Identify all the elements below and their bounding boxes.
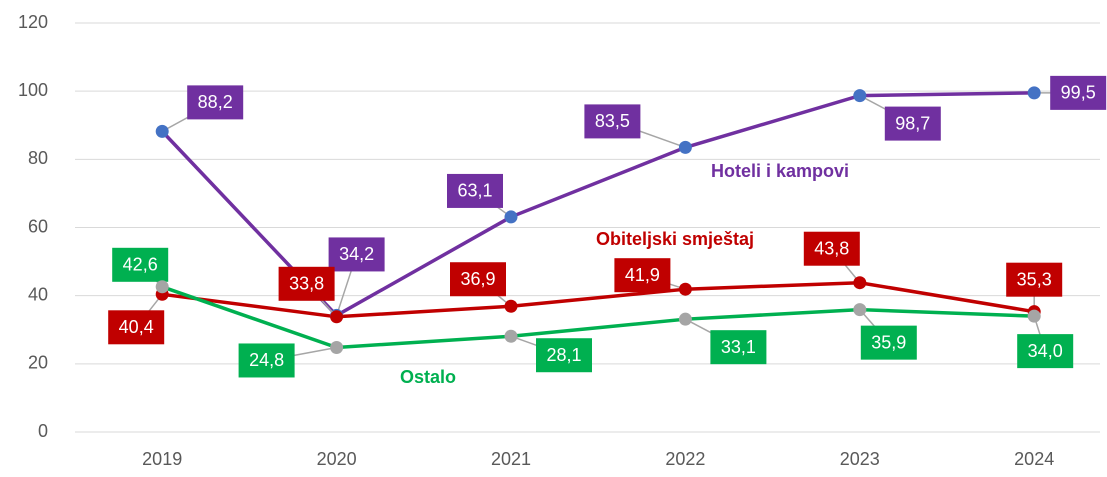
- x-tick-label: 2023: [840, 449, 880, 469]
- data-label: 43,8: [814, 238, 849, 258]
- data-label-box: [803, 231, 860, 266]
- data-label: 28,1: [546, 345, 581, 365]
- marker: [330, 340, 344, 354]
- data-label: 99,5: [1061, 83, 1096, 103]
- y-tick-label: 80: [28, 148, 48, 168]
- y-tick-label: 60: [28, 216, 48, 236]
- series-name: Hoteli i kampovi: [711, 161, 849, 181]
- marker: [678, 312, 692, 326]
- data-label-box: [1017, 334, 1074, 369]
- marker: [504, 210, 518, 224]
- x-tick-label: 2022: [665, 449, 705, 469]
- data-label: 40,4: [119, 317, 154, 337]
- data-label-box: [112, 247, 169, 282]
- data-label-box: [710, 330, 767, 365]
- y-tick-label: 120: [18, 12, 48, 32]
- marker: [504, 299, 518, 313]
- marker: [1027, 86, 1041, 100]
- marker: [155, 124, 169, 138]
- data-label-box: [108, 310, 165, 345]
- data-label: 41,9: [625, 265, 660, 285]
- marker: [504, 329, 518, 343]
- y-tick-label: 100: [18, 80, 48, 100]
- data-label-box: [536, 338, 592, 373]
- marker: [853, 276, 867, 290]
- data-label: 35,3: [1017, 269, 1052, 289]
- data-label: 36,9: [460, 269, 495, 289]
- marker: [678, 140, 692, 154]
- data-label-box: [614, 258, 671, 293]
- series-name: Obiteljski smještaj: [596, 229, 754, 249]
- series-line: [161, 285, 1035, 350]
- data-label: 83,5: [595, 111, 630, 131]
- data-label: 24,8: [249, 350, 284, 370]
- data-label: 98,7: [895, 113, 930, 133]
- data-label-box: [187, 85, 244, 120]
- data-label-box: [278, 266, 335, 301]
- y-tick-label: 40: [28, 284, 48, 304]
- data-label-box: [328, 237, 385, 272]
- x-tick-label: 2024: [1014, 449, 1054, 469]
- data-label-box: [1006, 262, 1063, 297]
- y-tick-label: 20: [28, 353, 48, 373]
- y-tick-label: 0: [38, 421, 48, 441]
- data-label-box: [860, 325, 917, 360]
- data-label-box: [584, 104, 641, 139]
- marker: [678, 282, 692, 296]
- marker: [853, 303, 867, 317]
- data-label: 34,2: [339, 244, 374, 264]
- x-tick-label: 2020: [317, 449, 357, 469]
- x-tick-label: 2019: [142, 449, 182, 469]
- x-tick-label: 2021: [491, 449, 531, 469]
- data-label: 33,1: [721, 337, 756, 357]
- data-label: 42,6: [123, 255, 158, 275]
- series-name: Ostalo: [400, 367, 456, 387]
- marker: [1027, 309, 1041, 323]
- data-label: 63,1: [457, 181, 492, 201]
- marker: [853, 89, 867, 103]
- data-label-box: [450, 262, 506, 297]
- marker: [155, 280, 169, 294]
- data-label: 33,8: [289, 274, 324, 294]
- data-label: 88,2: [198, 92, 233, 112]
- data-label-box: [884, 106, 941, 141]
- data-label-box: [447, 173, 503, 208]
- data-label: 34,0: [1028, 341, 1063, 361]
- data-label-box: [238, 343, 295, 378]
- data-label: 35,9: [871, 332, 906, 352]
- data-label-box: [1050, 75, 1107, 110]
- marker: [330, 310, 344, 324]
- series-line: [161, 280, 1035, 319]
